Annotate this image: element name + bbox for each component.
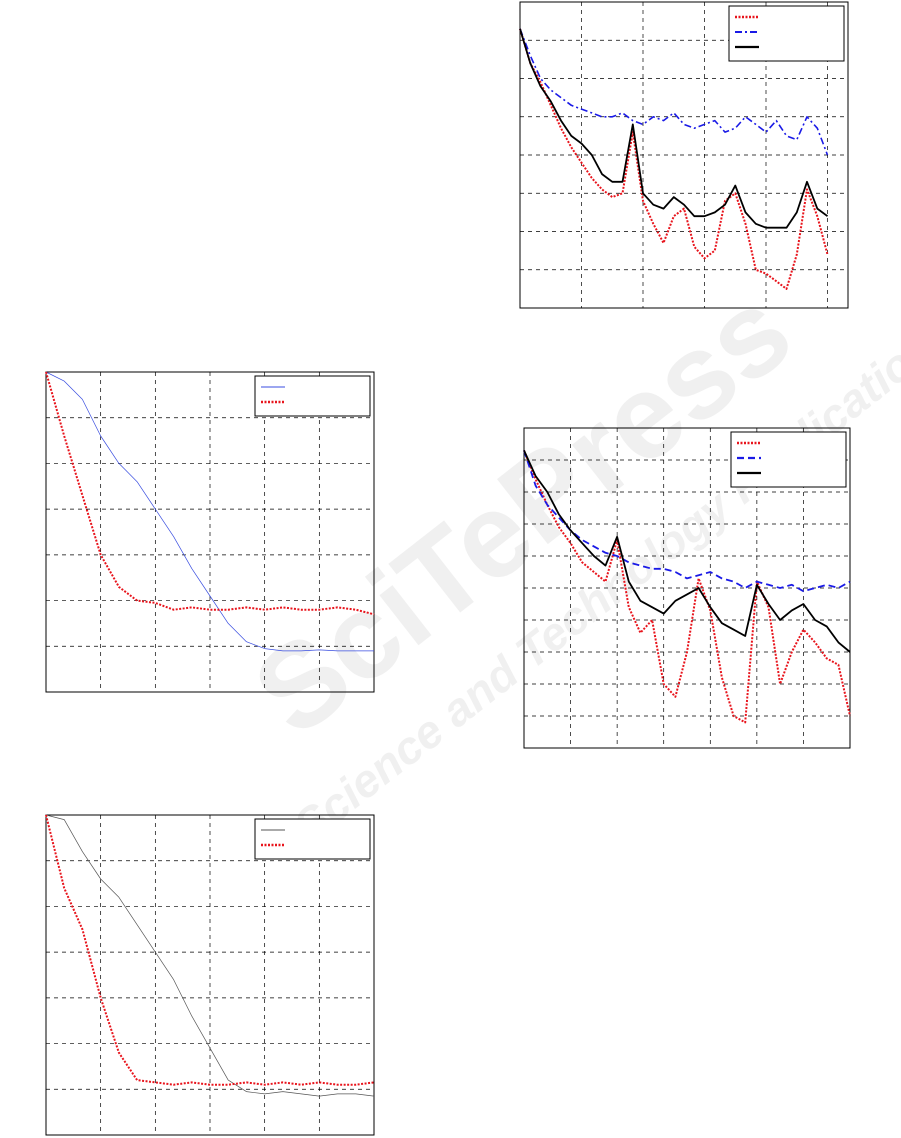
chart <box>45 814 375 1136</box>
series-line <box>523 450 851 593</box>
plot-frame <box>519 1 849 309</box>
series-line <box>45 371 375 616</box>
series-line <box>519 28 829 229</box>
plot-frame <box>523 427 851 749</box>
legend-box <box>254 818 371 860</box>
plot-frame <box>45 371 375 693</box>
legend <box>254 375 371 417</box>
series-line <box>523 450 851 724</box>
legend-box <box>728 5 845 62</box>
series-line <box>45 814 375 1097</box>
plot-frame <box>45 814 375 1136</box>
series-line <box>45 814 375 1086</box>
series-line <box>45 371 374 652</box>
legend <box>730 431 847 488</box>
legend-box <box>254 375 371 417</box>
legend <box>728 5 845 62</box>
chart <box>523 427 851 749</box>
legend-box <box>730 431 847 488</box>
watermark: SciTePress Science and Technology Public… <box>230 263 901 852</box>
series-line <box>519 28 829 290</box>
series-line <box>519 28 829 156</box>
chart <box>519 1 849 309</box>
series-line <box>523 450 851 653</box>
legend <box>254 818 371 860</box>
chart <box>45 371 375 693</box>
